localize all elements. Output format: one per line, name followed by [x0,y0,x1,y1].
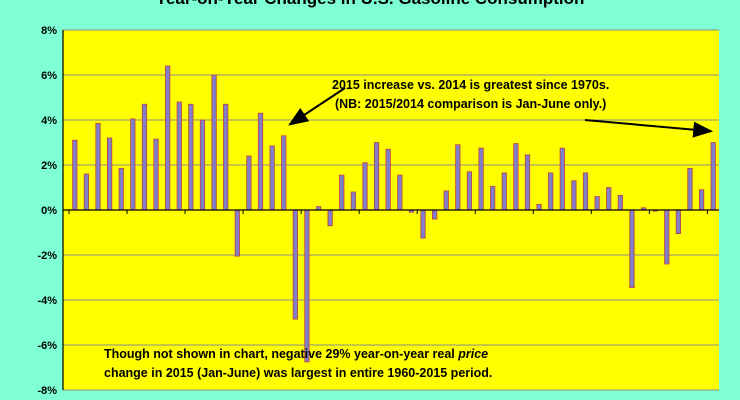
bar [83,173,90,211]
annotation-bottom-line1: Though not shown in chart, negative 29% … [104,345,492,364]
bar [223,103,229,211]
annotation-top-line1: 2015 increase vs. 2014 is greatest since… [332,78,610,92]
y-tick-label: 6% [41,70,57,82]
bar [513,143,519,211]
y-tick-label: -8% [37,385,57,397]
bar [246,155,252,211]
bar [675,209,681,235]
bar [130,118,136,211]
bar [478,147,484,211]
bar [536,203,542,211]
annotation-bottom-line1-text: Though not shown in chart, negative 29% … [104,347,459,361]
bar [211,74,217,211]
bar [373,142,380,211]
bar [118,167,124,211]
annotation-top-line2: (NB: 2015/2014 comparison is Jan-June on… [334,97,607,111]
annotation-bottom: Though not shown in chart, negative 29% … [104,345,492,383]
bar [490,185,496,211]
bar [385,148,391,211]
y-tick-label: 2% [41,160,57,172]
y-tick-label: -6% [37,340,57,352]
bar [629,209,635,289]
bar [443,190,449,211]
bar [95,122,101,211]
bar [432,209,438,220]
bar [199,119,206,211]
bar [606,187,612,211]
bar [188,103,194,211]
bar [617,194,623,211]
bar [107,137,113,211]
bar [710,142,716,211]
bar [153,138,159,211]
bar [281,135,287,211]
bar [466,171,473,211]
bar [397,174,403,211]
bar [501,172,507,211]
bar [292,209,298,320]
y-tick-label: 8% [41,25,57,37]
annotation-bottom-line2: change in 2015 (Jan-June) was largest in… [104,366,493,380]
bar [420,209,426,239]
annotation-arrow-left [288,87,346,126]
bar [234,209,240,257]
bar [571,180,577,211]
bar [141,103,148,211]
y-tick-label: 4% [41,115,57,127]
bar [269,145,275,211]
bar [257,112,264,211]
bar [698,189,705,211]
y-tick-label: -4% [37,295,57,307]
bar [687,167,693,211]
bar [559,147,565,211]
bar [548,172,554,211]
bar [339,174,345,211]
bar [594,196,600,211]
bar [362,162,368,211]
chart-title: Year-on-Year Changes in U.S. Gasoline Co… [0,0,740,9]
y-tick-label: -2% [37,250,57,262]
bar [455,144,461,211]
y-tick-label: 0% [41,205,57,217]
annotation-top: 2015 increase vs. 2014 is greatest since… [332,76,609,114]
bar [582,172,589,211]
bar [327,209,333,227]
bar [664,209,670,265]
bar [165,65,171,211]
annotation-bottom-price-word: price [458,347,489,361]
bar [72,139,78,211]
annotation-arrow-right [584,119,714,138]
bar [350,191,356,211]
bar [304,209,310,363]
bar [176,101,182,211]
bar [524,154,531,211]
